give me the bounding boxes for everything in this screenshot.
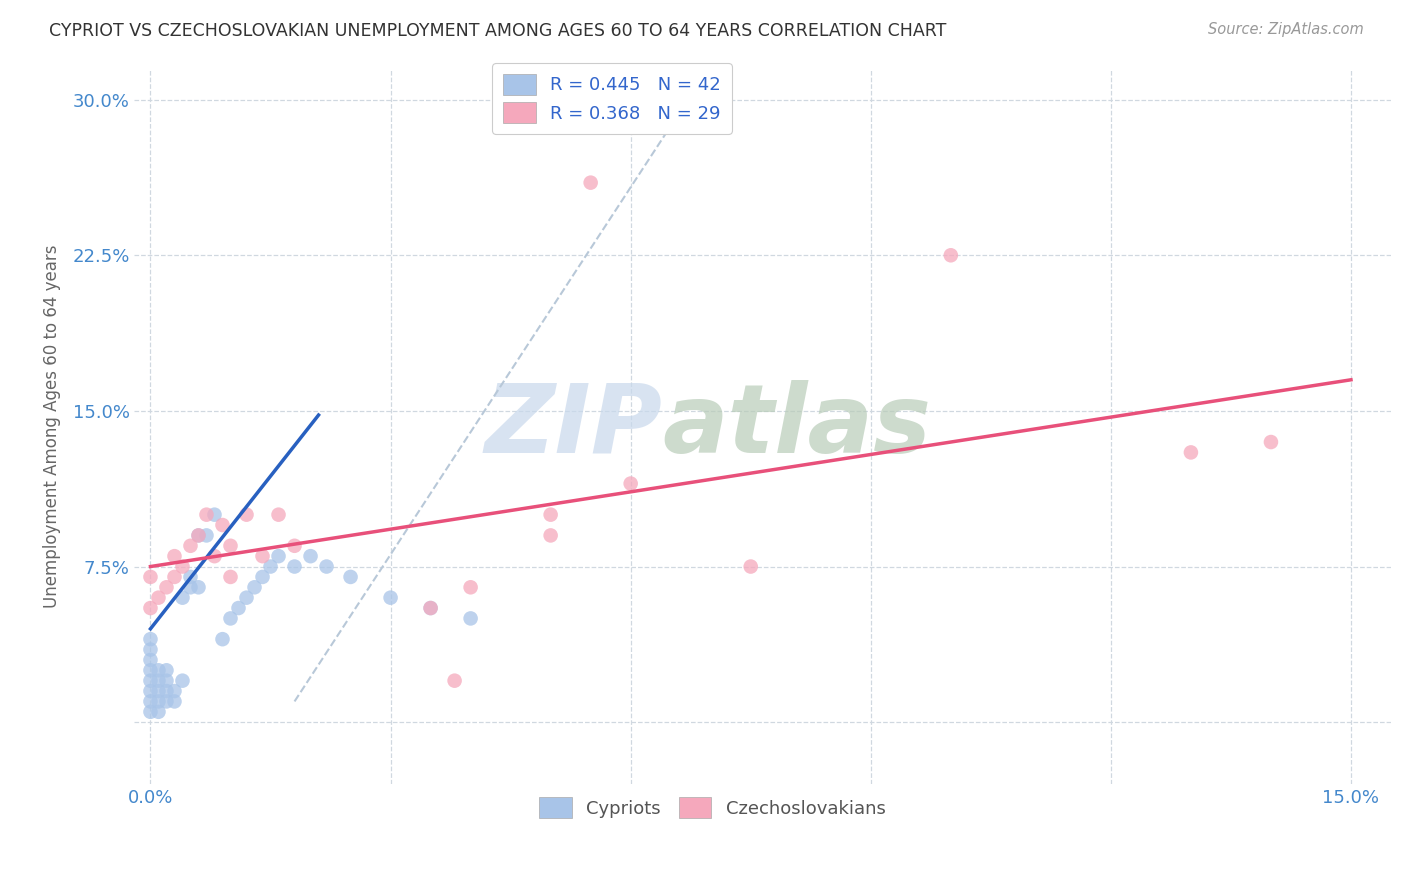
Point xyxy=(195,508,218,522)
Point xyxy=(283,539,305,553)
Point xyxy=(267,508,290,522)
Point xyxy=(139,663,162,677)
Point xyxy=(139,653,162,667)
Point xyxy=(460,611,482,625)
Point xyxy=(339,570,361,584)
Point xyxy=(179,580,201,594)
Point xyxy=(419,601,441,615)
Point xyxy=(195,528,218,542)
Point xyxy=(139,570,162,584)
Point xyxy=(179,570,201,584)
Point xyxy=(187,580,209,594)
Point xyxy=(163,570,186,584)
Point xyxy=(139,673,162,688)
Point xyxy=(283,559,305,574)
Point xyxy=(235,508,257,522)
Point xyxy=(540,508,562,522)
Point xyxy=(163,694,186,708)
Point xyxy=(299,549,322,564)
Y-axis label: Unemployment Among Ages 60 to 64 years: Unemployment Among Ages 60 to 64 years xyxy=(44,244,60,608)
Point xyxy=(172,559,194,574)
Point xyxy=(443,673,465,688)
Point xyxy=(187,528,209,542)
Point xyxy=(267,549,290,564)
Point xyxy=(148,705,170,719)
Point xyxy=(252,570,274,584)
Point xyxy=(204,549,226,564)
Point xyxy=(139,642,162,657)
Text: Source: ZipAtlas.com: Source: ZipAtlas.com xyxy=(1208,22,1364,37)
Point xyxy=(155,684,177,698)
Point xyxy=(155,673,177,688)
Point xyxy=(259,559,281,574)
Point xyxy=(204,508,226,522)
Text: CYPRIOT VS CZECHOSLOVAKIAN UNEMPLOYMENT AMONG AGES 60 TO 64 YEARS CORRELATION CH: CYPRIOT VS CZECHOSLOVAKIAN UNEMPLOYMENT … xyxy=(49,22,946,40)
Point xyxy=(740,559,762,574)
Point xyxy=(579,176,602,190)
Point xyxy=(228,601,250,615)
Point xyxy=(419,601,441,615)
Point xyxy=(235,591,257,605)
Point xyxy=(172,591,194,605)
Point xyxy=(148,684,170,698)
Point xyxy=(163,684,186,698)
Point xyxy=(155,580,177,594)
Legend: Cypriots, Czechoslovakians: Cypriots, Czechoslovakians xyxy=(531,790,893,825)
Point xyxy=(187,528,209,542)
Point xyxy=(243,580,266,594)
Point xyxy=(139,705,162,719)
Point xyxy=(1260,435,1282,450)
Point xyxy=(155,694,177,708)
Point xyxy=(179,539,201,553)
Point xyxy=(460,580,482,594)
Point xyxy=(211,518,233,533)
Point xyxy=(540,528,562,542)
Point xyxy=(139,632,162,647)
Point xyxy=(148,694,170,708)
Point xyxy=(139,601,162,615)
Point xyxy=(139,684,162,698)
Point xyxy=(315,559,337,574)
Point xyxy=(219,539,242,553)
Point xyxy=(252,549,274,564)
Point xyxy=(211,632,233,647)
Point xyxy=(155,663,177,677)
Point xyxy=(139,694,162,708)
Point xyxy=(1180,445,1202,459)
Point xyxy=(620,476,643,491)
Point xyxy=(380,591,402,605)
Point xyxy=(939,248,962,262)
Point xyxy=(148,591,170,605)
Point xyxy=(163,549,186,564)
Text: ZIP: ZIP xyxy=(484,380,662,473)
Point xyxy=(148,673,170,688)
Point xyxy=(219,611,242,625)
Point xyxy=(148,663,170,677)
Text: atlas: atlas xyxy=(662,380,931,473)
Point xyxy=(219,570,242,584)
Point xyxy=(172,673,194,688)
